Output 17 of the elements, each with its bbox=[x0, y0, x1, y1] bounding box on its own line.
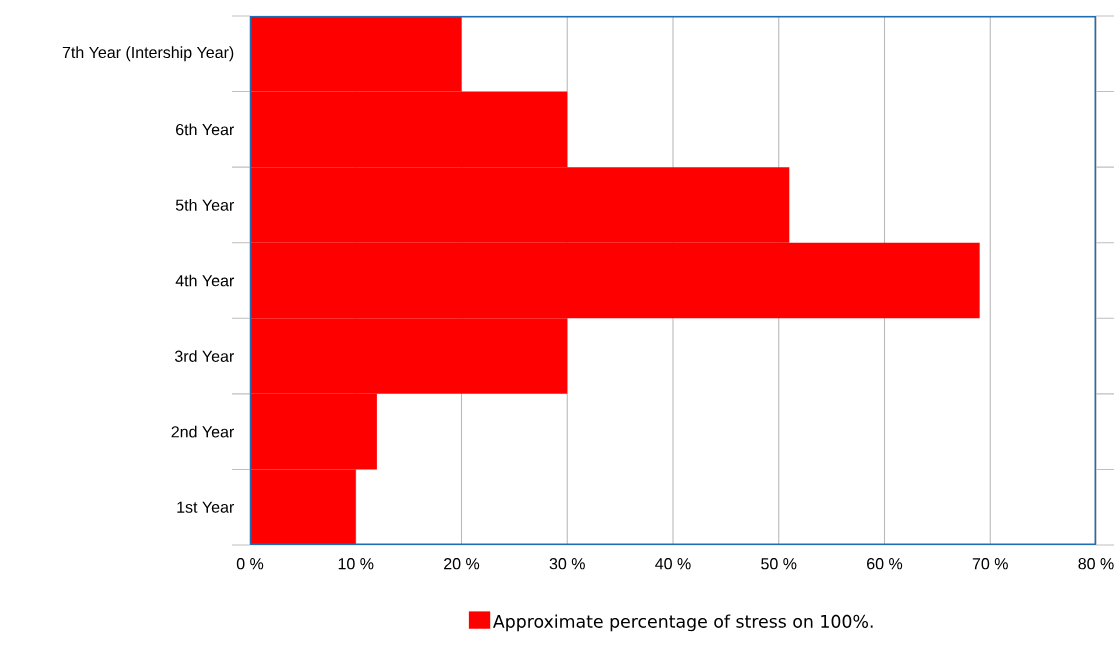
x-tick-label: 20 % bbox=[444, 558, 480, 570]
x-tick-label: 60 % bbox=[867, 558, 903, 570]
y-tick-label: 4th Year bbox=[175, 274, 235, 287]
x-tick-label: 10 % bbox=[338, 558, 374, 570]
x-tick-label: 0 % bbox=[236, 558, 264, 570]
x-tick-label: 30 % bbox=[549, 558, 585, 570]
legend-label: Approximate percentage of stress on 100%. bbox=[492, 614, 873, 632]
x-tick-label: 70 % bbox=[972, 558, 1008, 570]
x-tick-label: 50 % bbox=[761, 558, 797, 570]
y-tick-label: 1st Year bbox=[177, 501, 235, 513]
y-tick-label: 6th Year bbox=[176, 123, 235, 136]
y-tick-label: 3rd Year bbox=[174, 350, 235, 362]
y-tick-label: 7th Year (Intership Year) bbox=[62, 46, 234, 62]
x-tick-label: 40 % bbox=[655, 558, 691, 570]
y-tick-label: 2nd Year bbox=[171, 425, 234, 438]
y-tick-label: 5th Year bbox=[175, 199, 235, 211]
x-tick-label: 80 % bbox=[1078, 558, 1114, 570]
